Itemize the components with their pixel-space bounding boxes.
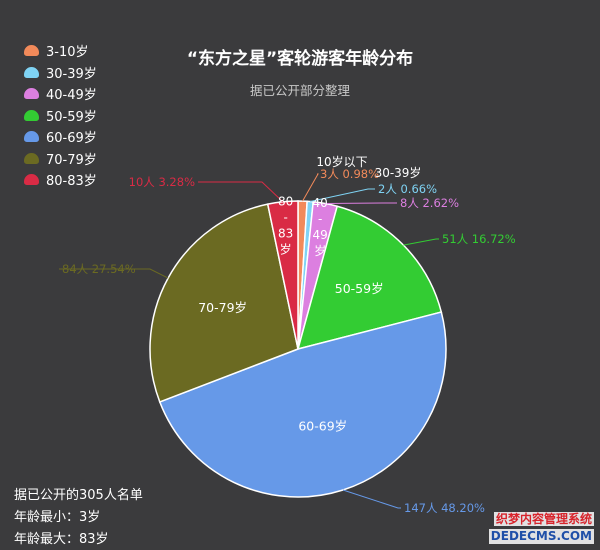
chart-title: “东方之星”客轮游客年龄分布: [186, 49, 414, 69]
slice-label-60-69: 60-69岁: [298, 419, 347, 434]
legend-swatch: [24, 109, 39, 121]
slice-label-50-59: 50-59岁: [335, 281, 384, 296]
watermark-url: DEDECMS.COM: [488, 529, 594, 544]
legend-swatch: [24, 88, 39, 100]
leader-line-3-10: [302, 173, 319, 202]
leader-line-80-83: [198, 181, 284, 203]
value-label-60-69: 147人 48.20%: [404, 501, 485, 515]
leader-line-40-49: [325, 202, 397, 205]
legend-label: 40-49岁: [46, 88, 97, 104]
pie-slice-50-59: [296, 205, 443, 351]
legend-item-70-79: 70-79岁: [24, 148, 97, 170]
legend-item-80-83: 80-83岁: [24, 169, 97, 191]
legend-label: 70-79岁: [46, 152, 97, 168]
pie-slices: [149, 200, 447, 498]
legend-swatch: [24, 66, 39, 78]
leader-lines: [59, 173, 439, 509]
value-label-3-10: 3人 0.98%: [320, 167, 379, 181]
category-label-30-39: 30-39岁: [375, 165, 422, 180]
note-max-age: 年龄最大：83岁: [14, 532, 109, 547]
legend: 3-10岁 30-39岁 40-49岁 50-59岁 60-69岁 70-79岁…: [24, 40, 97, 191]
leader-line-50-59: [403, 238, 439, 246]
legend-swatch: [24, 152, 39, 164]
legend-item-3-10: 3-10岁: [24, 40, 97, 62]
leader-line-60-69: [342, 489, 401, 509]
slice-label-70-79: 70-79岁: [198, 300, 247, 315]
value-label-50-59: 51人 16.72%: [442, 232, 516, 246]
data-labels: 3人 0.98%2人 0.66%8人 2.62% 51人 16.72% 147人 4…: [62, 154, 516, 515]
value-label-80-83: 10人 3.28%: [129, 175, 195, 189]
legend-label: 30-39岁: [46, 66, 97, 82]
legend-swatch: [24, 174, 39, 186]
value-label-30-39: 2人 0.66%: [378, 182, 437, 196]
slice-label-80-83: 80 -83 岁: [278, 195, 293, 257]
value-label-40-49: 8人 2.62%: [400, 196, 459, 210]
chart-subtitle: 据已公开部分整理: [249, 83, 350, 98]
legend-label: 80-83岁: [46, 174, 97, 190]
legend-label: 50-59岁: [46, 109, 97, 125]
value-label-70-79: 84人 27.54%: [62, 262, 136, 276]
legend-item-50-59: 50-59岁: [24, 105, 97, 127]
leader-line-70-79: [59, 268, 169, 279]
legend-label: 60-69岁: [46, 131, 97, 147]
note-total: 据已公开的305人名单: [14, 488, 143, 503]
leader-line-30-39: [310, 188, 375, 202]
slice-label-40-49: 40 -49 岁: [312, 196, 327, 258]
note-min-age: 年龄最小：3岁: [14, 510, 101, 525]
legend-item-40-49: 40-49岁: [24, 83, 97, 105]
legend-swatch: [24, 131, 39, 143]
watermark-text: 织梦内容管理系统: [493, 512, 594, 526]
legend-item-60-69: 60-69岁: [24, 126, 97, 148]
legend-label: 3-10岁: [46, 45, 89, 61]
category-label-3-10: 10岁以下: [316, 154, 367, 169]
legend-item-30-39: 30-39岁: [24, 62, 97, 84]
pie-slice-60-69: [158, 311, 447, 498]
legend-swatch: [24, 45, 39, 57]
watermark: 织梦内容管理系统 DEDECMS.COM: [488, 512, 594, 544]
